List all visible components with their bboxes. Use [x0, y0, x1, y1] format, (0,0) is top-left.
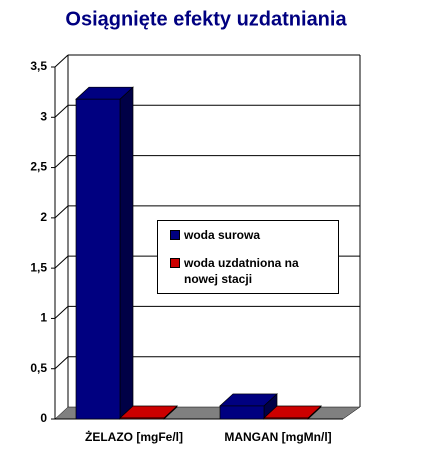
y-tick-label: 0,5: [30, 361, 47, 375]
legend-swatch: [170, 258, 180, 268]
y-tick-label: 1,5: [30, 260, 47, 274]
legend-item: woda uzdatniona na nowej stacji: [170, 255, 330, 287]
y-tick-label: 2,5: [30, 160, 47, 174]
chart-title: Osiągnięte efekty uzdatniania: [65, 8, 347, 30]
y-tick-label: 3,5: [30, 59, 47, 73]
grid-line: [54, 306, 69, 319]
grid-line: [54, 54, 69, 68]
bar: [263, 405, 322, 420]
bar-front: [119, 417, 165, 420]
y-tick-label: 0: [40, 411, 47, 425]
legend-label: woda surowa: [184, 228, 261, 242]
y-tick-label: 3: [40, 109, 47, 123]
x-tick-label: ŻELAZO [mgFe/l]: [85, 429, 183, 444]
grid-line: [54, 255, 69, 269]
grid-line: [54, 205, 69, 219]
bar: [75, 86, 134, 420]
legend-swatch: [170, 230, 180, 240]
bar: [219, 393, 278, 420]
bar-side: [119, 86, 134, 420]
legend-label: woda uzdatniona na nowej stacji: [184, 256, 299, 286]
y-tick-label: 1: [40, 311, 47, 325]
legend-item: woda surowa: [170, 227, 330, 243]
bar-front: [75, 98, 121, 420]
bar-front: [263, 417, 309, 420]
legend: woda surowa woda uzdatniona na nowej stac…: [157, 220, 339, 294]
grid-line: [54, 104, 69, 118]
x-tick-label: MANGAN [mgMn/l]: [224, 430, 331, 444]
grid-line: [54, 155, 69, 168]
bar: [119, 405, 178, 420]
y-tick-label: 2: [40, 210, 47, 224]
grid-line: [54, 356, 69, 370]
bar-front: [219, 405, 265, 420]
